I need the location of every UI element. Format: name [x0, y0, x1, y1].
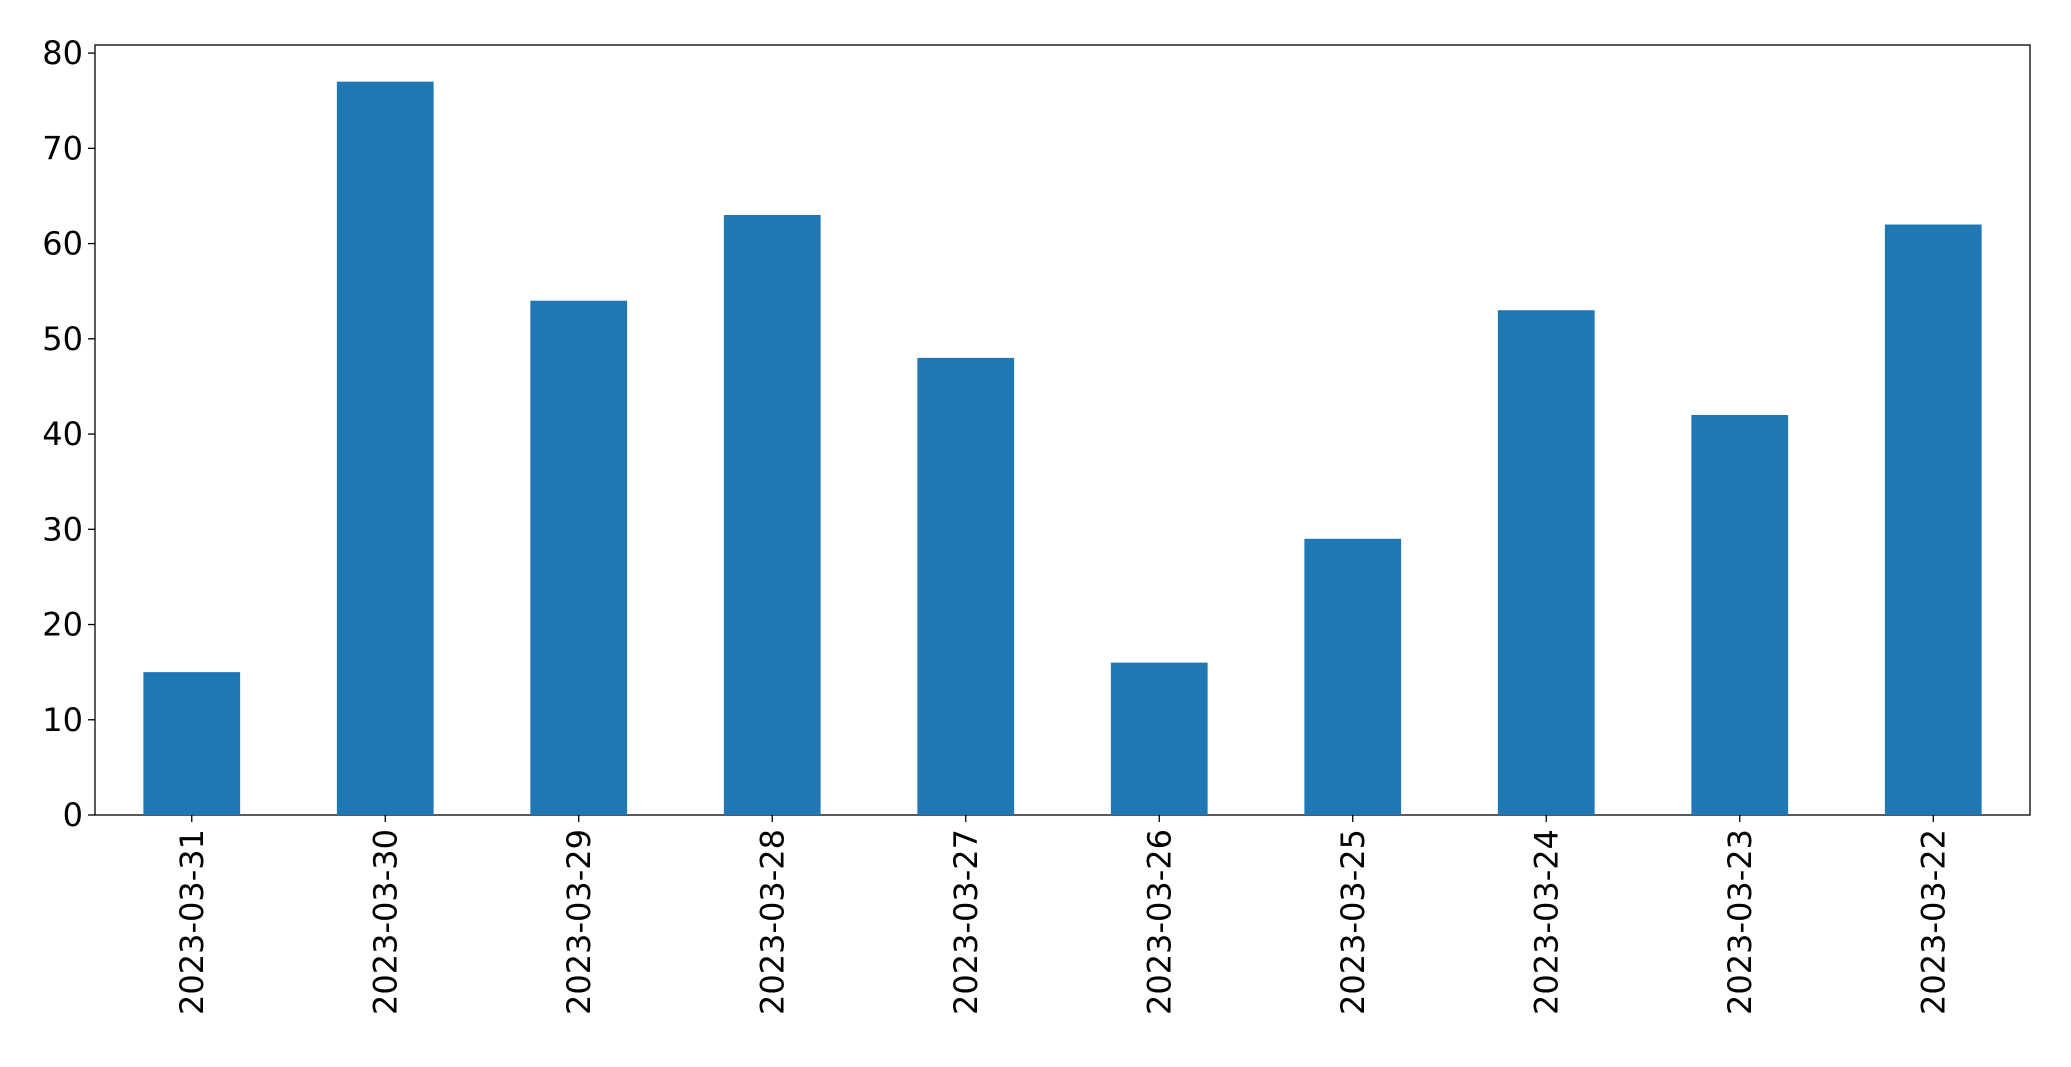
y-tick-label: 80 — [42, 34, 83, 72]
y-tick-label: 70 — [42, 129, 83, 167]
y-tick-label: 10 — [42, 701, 83, 739]
y-tick-label: 30 — [42, 510, 83, 548]
bar — [1691, 415, 1789, 815]
y-tick-label: 50 — [42, 320, 83, 358]
bar — [917, 357, 1015, 815]
y-tick-label: 40 — [42, 415, 83, 453]
y-tick-label: 20 — [42, 606, 83, 644]
y-tick-label: 0 — [63, 796, 83, 834]
x-tick-label: 2023-03-30 — [366, 829, 404, 1015]
plot-frame — [94, 44, 2031, 816]
bar — [336, 81, 434, 815]
bar — [1304, 538, 1402, 815]
x-tick-label: 2023-03-25 — [1334, 829, 1372, 1015]
x-tick-label: 2023-03-29 — [560, 829, 598, 1015]
x-tick-label: 2023-03-28 — [753, 829, 791, 1015]
y-tick-label: 60 — [42, 225, 83, 263]
bar — [1110, 662, 1208, 815]
x-tick-label: 2023-03-31 — [173, 829, 211, 1015]
bar — [723, 215, 821, 815]
x-tick-label: 2023-03-26 — [1140, 829, 1178, 1015]
x-tick-label: 2023-03-22 — [1914, 829, 1952, 1015]
x-tick-label: 2023-03-24 — [1527, 829, 1565, 1015]
bar — [143, 672, 241, 815]
bar — [1884, 224, 1982, 815]
x-tick-label: 2023-03-23 — [1721, 829, 1759, 1015]
x-tick-label: 2023-03-27 — [947, 829, 985, 1015]
bar — [1497, 310, 1595, 815]
bar — [530, 300, 628, 815]
